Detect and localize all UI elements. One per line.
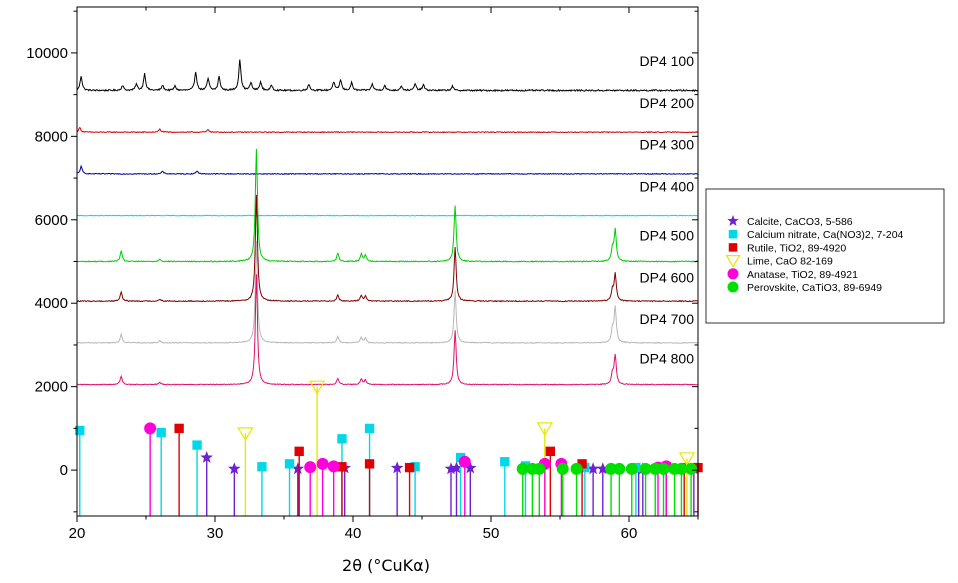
reference-patterns xyxy=(75,380,703,516)
x-tick-label: 20 xyxy=(69,525,86,542)
trace-label: DP4 700 xyxy=(640,311,695,327)
reference-marker xyxy=(156,427,166,438)
reference-marker xyxy=(364,423,375,434)
reference-marker xyxy=(237,427,254,442)
trace-dp4-700 xyxy=(76,240,699,344)
trace-label: DP4 200 xyxy=(640,95,695,111)
trace-dp4-100 xyxy=(76,59,699,93)
reference-marker xyxy=(192,440,202,450)
legend-entry: Rutile, TiO2, 89-4920 xyxy=(747,242,846,254)
y-tick-label: 10000 xyxy=(26,45,68,62)
x-tick-label: 50 xyxy=(483,525,500,542)
trace-label: DP4 600 xyxy=(640,269,695,285)
reference-marker xyxy=(144,422,157,435)
reference-marker xyxy=(545,446,556,457)
y-tick-label: 2000 xyxy=(35,379,68,396)
reference-marker xyxy=(316,457,329,470)
reference-marker xyxy=(586,462,600,475)
reference-calcium-nitrate xyxy=(75,423,641,516)
reference-marker xyxy=(294,446,304,457)
legend-box xyxy=(705,188,945,324)
reference-marker xyxy=(308,380,326,395)
trace-dp4-200 xyxy=(76,126,699,134)
legend-entry: Lime, CaO 82-169 xyxy=(747,256,833,268)
reference-marker xyxy=(556,462,569,475)
reference-marker xyxy=(500,457,510,467)
reference-marker xyxy=(75,425,85,436)
reference-marker xyxy=(228,462,241,475)
reference-marker xyxy=(364,459,375,469)
reference-marker xyxy=(450,461,463,474)
legend-marker xyxy=(727,268,739,280)
axes: 20 30 40 50 60 0 2000 4000 6000 8000 10000 xyxy=(26,6,699,542)
x-tick-label: 30 xyxy=(207,525,224,542)
reference-marker xyxy=(570,462,583,475)
reference-marker xyxy=(404,462,415,473)
reference-marker xyxy=(390,461,404,474)
trace-dp4-800 xyxy=(76,274,699,386)
legend-marker xyxy=(728,229,738,239)
reference-marker xyxy=(657,462,670,475)
reference-marker xyxy=(464,461,477,474)
y-tick-label: 0 xyxy=(60,462,68,479)
reference-perovskite xyxy=(516,462,698,516)
reference-marker xyxy=(337,434,347,444)
reference-marker xyxy=(613,462,626,475)
trace-label: DP4 500 xyxy=(640,228,695,244)
legend-entry: Perovskite, CaTiO3, 89-6949 xyxy=(747,282,882,294)
reference-marker xyxy=(533,462,546,475)
legend-entry: Calcite, CaCO3, 5-586 xyxy=(747,216,853,228)
y-tick-label: 6000 xyxy=(35,212,68,229)
reference-marker xyxy=(291,462,305,475)
reference-calcite xyxy=(200,451,701,516)
reference-marker xyxy=(678,452,696,467)
reference-marker xyxy=(685,462,698,475)
x-axis-label: 2θ (°CuKα) xyxy=(342,556,430,575)
reference-marker xyxy=(257,462,267,472)
x-tick-label: 60 xyxy=(621,525,638,542)
trace-label: DP4 400 xyxy=(640,178,695,194)
reference-marker xyxy=(174,423,184,434)
reference-marker xyxy=(337,462,347,472)
legend-marker xyxy=(728,243,738,252)
xrd-traces xyxy=(76,59,699,386)
reference-marker xyxy=(304,461,317,474)
legend-marker xyxy=(725,255,741,268)
reference-marker xyxy=(284,459,295,469)
reference-marker xyxy=(410,462,420,472)
reference-marker xyxy=(596,462,610,475)
legend-marker xyxy=(727,215,739,226)
reference-marker xyxy=(327,460,340,473)
trace-dp4-600 xyxy=(76,194,698,303)
y-tick-label: 4000 xyxy=(35,295,68,312)
legend-marker xyxy=(727,281,739,293)
reference-marker xyxy=(200,451,213,463)
trace-dp4-400 xyxy=(76,214,699,217)
x-tick-label: 40 xyxy=(345,525,362,542)
legend-entry: Calcium nitrate, Ca(NO3)2, 7-204 xyxy=(747,229,904,241)
trace-label: DP4 800 xyxy=(640,351,695,367)
trace-dp4-500 xyxy=(76,148,699,263)
reference-marker xyxy=(444,462,458,475)
reference-marker xyxy=(577,459,587,469)
trace-label: DP4 100 xyxy=(640,53,695,69)
reference-marker xyxy=(458,455,471,468)
legend-entry: Anatase, TiO2, 89-4921 xyxy=(747,269,858,281)
y-tick-label: 8000 xyxy=(35,128,68,145)
trace-label: DP4 300 xyxy=(640,137,695,153)
trace-dp4-300 xyxy=(76,164,699,176)
trace-labels: DP4 100 DP4 200 DP4 300 DP4 400 DP4 500 DP4 6… xyxy=(640,53,695,366)
reference-marker xyxy=(625,462,638,475)
reference-marker xyxy=(536,422,554,437)
